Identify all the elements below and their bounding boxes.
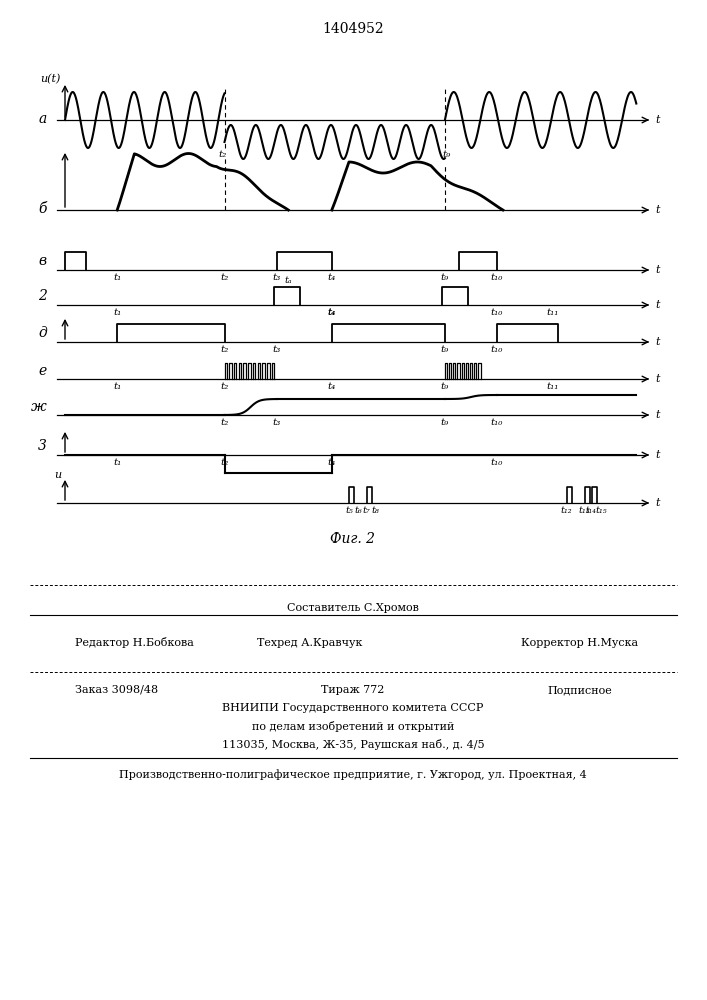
Text: Подписное: Подписное: [548, 685, 612, 695]
Text: 3: 3: [38, 439, 47, 453]
Text: t: t: [655, 337, 660, 347]
Text: t₄: t₄: [327, 273, 336, 282]
Text: Корректор Н.Муска: Корректор Н.Муска: [522, 638, 638, 648]
Text: t₁: t₁: [113, 308, 122, 317]
Text: t₁₀: t₁₀: [491, 418, 503, 427]
Text: t₄: t₄: [327, 458, 336, 467]
Text: Редактор Н.Бобкова: Редактор Н.Бобкова: [75, 638, 194, 648]
Text: tₐ: tₐ: [284, 276, 292, 285]
Text: 1404952: 1404952: [322, 22, 384, 36]
Text: t₁₁: t₁₁: [546, 382, 559, 391]
Text: t₃: t₃: [273, 273, 281, 282]
Text: t₂: t₂: [221, 273, 228, 282]
Text: t: t: [655, 205, 660, 215]
Text: Тираж 772: Тираж 772: [321, 685, 385, 695]
Text: t₉: t₉: [443, 150, 451, 159]
Text: t₃: t₃: [273, 345, 281, 354]
Text: t₂: t₂: [221, 418, 228, 427]
Text: Производственно-полиграфическое предприятие, г. Ужгород, ул. Проектная, 4: Производственно-полиграфическое предприя…: [119, 770, 587, 780]
Text: a: a: [39, 112, 47, 126]
Text: t₁₂: t₁₂: [561, 506, 573, 515]
Text: t₁₄: t₁₄: [585, 506, 596, 515]
Text: 113035, Москва, Ж-35, Раушская наб., д. 4/5: 113035, Москва, Ж-35, Раушская наб., д. …: [222, 738, 484, 750]
Text: t₈: t₈: [371, 506, 379, 515]
Text: е: е: [39, 364, 47, 378]
Text: u: u: [54, 470, 61, 480]
Text: t: t: [655, 374, 660, 384]
Text: t₁: t₁: [113, 382, 122, 391]
Text: t₉: t₉: [440, 273, 449, 282]
Text: t₁₀: t₁₀: [491, 345, 503, 354]
Text: t₉: t₉: [440, 382, 449, 391]
Text: Заказ 3098/48: Заказ 3098/48: [75, 685, 158, 695]
Text: ж: ж: [31, 400, 47, 414]
Text: t₆: t₆: [354, 506, 362, 515]
Text: t₄: t₄: [327, 308, 336, 317]
Text: Техред А.Кравчук: Техред А.Кравчук: [257, 638, 363, 648]
Text: t₁₀: t₁₀: [491, 308, 503, 317]
Text: t₃: t₃: [273, 418, 281, 427]
Text: в: в: [39, 254, 47, 268]
Text: t: t: [655, 300, 660, 310]
Text: t₁₃: t₁₃: [578, 506, 590, 515]
Text: t₂: t₂: [218, 150, 227, 159]
Text: t₅: t₅: [345, 506, 353, 515]
Text: t₂: t₂: [221, 345, 228, 354]
Text: t₂: t₂: [221, 458, 228, 467]
Text: t₂: t₂: [221, 382, 228, 391]
Text: д: д: [38, 326, 47, 340]
Text: 2: 2: [38, 289, 47, 303]
Text: t: t: [655, 410, 660, 420]
Text: t: t: [655, 498, 660, 508]
Text: Составитель С.Хромов: Составитель С.Хромов: [287, 603, 419, 613]
Text: t₁₀: t₁₀: [491, 273, 503, 282]
Text: Фиг. 2: Фиг. 2: [330, 532, 375, 546]
Text: t: t: [655, 115, 660, 125]
Text: t₁: t₁: [113, 458, 122, 467]
Text: б: б: [38, 202, 47, 216]
Text: по делам изобретений и открытий: по делам изобретений и открытий: [252, 720, 454, 732]
Text: ВНИИПИ Государственного комитета СССР: ВНИИПИ Государственного комитета СССР: [222, 703, 484, 713]
Text: t₉: t₉: [440, 418, 449, 427]
Text: u(t): u(t): [40, 74, 61, 84]
Text: t₁₀: t₁₀: [491, 458, 503, 467]
Text: t: t: [655, 265, 660, 275]
Text: t₄: t₄: [327, 308, 336, 317]
Text: t₄: t₄: [327, 382, 336, 391]
Text: t₁₅: t₁₅: [596, 506, 607, 515]
Text: t₉: t₉: [440, 345, 449, 354]
Text: t₁₁: t₁₁: [546, 308, 559, 317]
Text: t: t: [655, 450, 660, 460]
Text: t₇: t₇: [363, 506, 370, 515]
Text: t₁: t₁: [113, 273, 122, 282]
